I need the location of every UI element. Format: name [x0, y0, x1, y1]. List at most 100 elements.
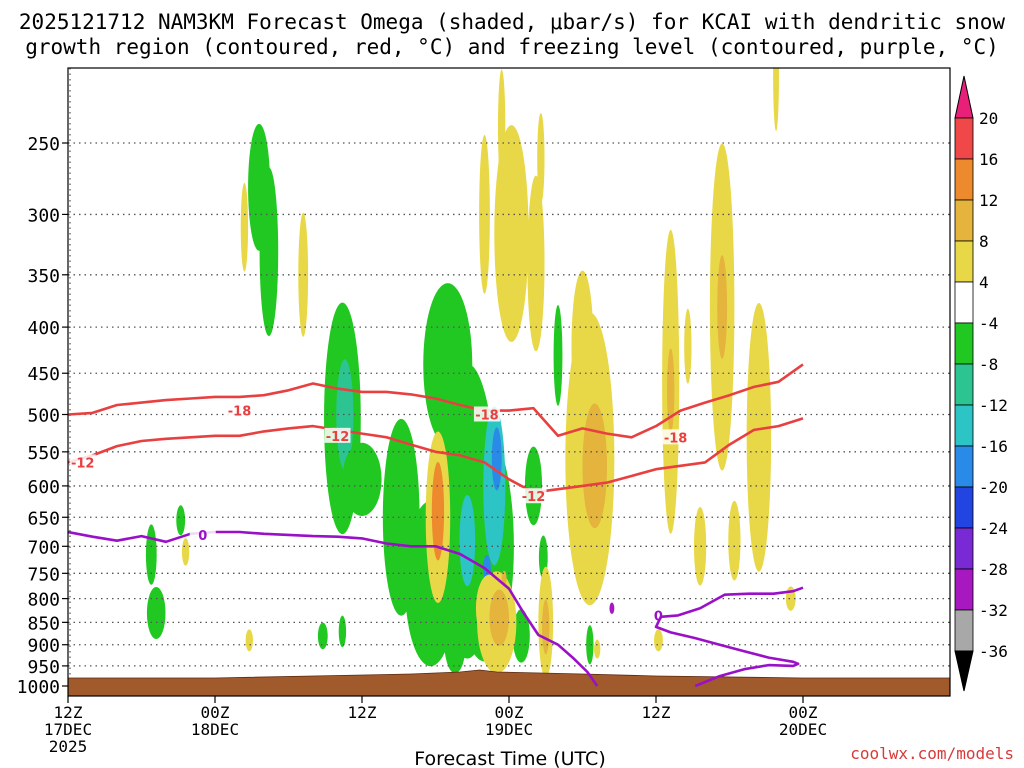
terrain-surface [67, 669, 951, 697]
y-tick-label: 400 [27, 318, 60, 339]
colorbar-segment [954, 486, 974, 529]
y-tick-label: 750 [27, 564, 60, 585]
contour-label-bg [324, 427, 351, 443]
colorbar-label: -24 [979, 519, 1008, 538]
contour-label-bg [645, 607, 672, 623]
x-tick-label: 19DEC [485, 720, 533, 739]
colorbar-label: -8 [979, 355, 998, 374]
colorbar-segment [954, 363, 974, 406]
contour-label-bg [473, 406, 500, 422]
colorbar-segment [954, 158, 974, 201]
omega-shaded-region [444, 607, 467, 674]
omega-shaded-region [527, 175, 545, 352]
colorbar-label: -16 [979, 437, 1008, 456]
contour-label: -18 [228, 405, 252, 420]
omega-shaded-region [582, 403, 607, 529]
colorbar-label: -12 [979, 396, 1008, 415]
x-tick-label: 12Z [348, 703, 377, 722]
contour-label-bg [189, 526, 216, 542]
x-tick-label: 17DEC [44, 720, 92, 739]
omega-shaded-region [176, 505, 186, 536]
contour-line [68, 363, 804, 439]
x-tick-label: 00Z [495, 703, 524, 722]
colorbar-label: 16 [979, 150, 998, 169]
colorbar-segment [954, 281, 974, 324]
y-tick-label: 450 [27, 364, 60, 385]
omega-shaded-region [728, 500, 741, 581]
x-tick-label: 20DEC [779, 720, 827, 739]
contour-line [68, 417, 804, 494]
colorbar-label: 4 [979, 273, 989, 292]
contour-label: -18 [664, 431, 688, 446]
contour-line [68, 530, 599, 687]
contour-label: -18 [475, 409, 499, 424]
contour-label-bg [226, 402, 253, 418]
y-tick-label: 900 [27, 636, 60, 657]
x-tick-label: 18DEC [191, 720, 239, 739]
colorbar-segment [954, 117, 974, 160]
x-tick-label: 12Z [54, 703, 83, 722]
omega-shaded-region [259, 167, 279, 337]
omega-shaded-region [537, 112, 545, 204]
chart-title-line-2: growth region (contoured, red, °C) and f… [25, 35, 999, 59]
colorbar-label: 12 [979, 191, 998, 210]
colorbar-label: -32 [979, 601, 1008, 620]
colorbar-bottom-arrow [954, 650, 974, 692]
omega-shaded-region [146, 587, 166, 640]
omega-shaded-region [145, 524, 157, 585]
contour-label: 0 [654, 609, 663, 624]
x-axis-label: Forecast Time (UTC) [414, 748, 605, 768]
contour-label: 0 [198, 529, 207, 544]
colorbar-segment [954, 404, 974, 447]
omega-shaded-region [586, 625, 594, 665]
colorbar-segment [954, 527, 974, 570]
credit-text: coolwx.com/models [850, 744, 1014, 763]
omega-shaded-region [479, 135, 490, 294]
colorbar-label: 8 [979, 232, 989, 251]
colorbar-segment [954, 568, 974, 611]
omega-shaded-region [571, 270, 594, 422]
omega-shaded-region [298, 212, 309, 337]
x-tick-label: 00Z [789, 703, 818, 722]
omega-shaded-region [609, 602, 615, 615]
contour-label-bg [662, 429, 689, 445]
colorbar-segment [954, 445, 974, 488]
omega-shaded-region [240, 182, 249, 272]
omega-shaded-region [717, 255, 728, 359]
y-tick-label: 650 [27, 508, 60, 529]
omega-shaded-region [431, 461, 445, 561]
y-tick-label: 1000 [17, 677, 60, 698]
y-tick-label: 950 [27, 657, 60, 678]
contour-line [654, 586, 804, 688]
omega-shaded-region [483, 554, 491, 582]
colorbar-label: -4 [979, 314, 998, 333]
x-tick-label: 12Z [642, 703, 671, 722]
omega-shaded-region [773, 68, 779, 132]
omega-shaded-region [553, 305, 563, 406]
contour-label: -12 [71, 456, 95, 471]
contour-label-bg [69, 454, 96, 470]
y-tick-label: 600 [27, 477, 60, 498]
omega-shaded-region [459, 495, 476, 587]
omega-shaded-region [542, 599, 550, 655]
omega-shaded-region [181, 538, 190, 566]
omega-shaded-region [693, 506, 707, 586]
colorbar-label: 20 [979, 109, 998, 128]
omega-shaded-region [245, 629, 253, 652]
x-tick-label: 2025 [49, 737, 88, 756]
colorbar-label: -20 [979, 478, 1008, 497]
chart-title-line-1: 2025121712 NAM3KM Forecast Omega (shaded… [18, 10, 1006, 34]
omega-shaded-region [491, 427, 502, 491]
colorbar-label: -36 [979, 642, 1008, 661]
y-tick-label: 300 [27, 205, 60, 226]
colorbar-segment [954, 199, 974, 242]
y-tick-label: 550 [27, 443, 60, 464]
omega-shaded-region [524, 446, 543, 526]
y-tick-label: 350 [27, 266, 60, 287]
y-tick-label: 700 [27, 537, 60, 558]
omega-shaded-region [338, 615, 347, 648]
omega-shaded-region [489, 589, 510, 646]
contour-label: -12 [522, 490, 546, 505]
contour-label-bg [520, 488, 547, 504]
